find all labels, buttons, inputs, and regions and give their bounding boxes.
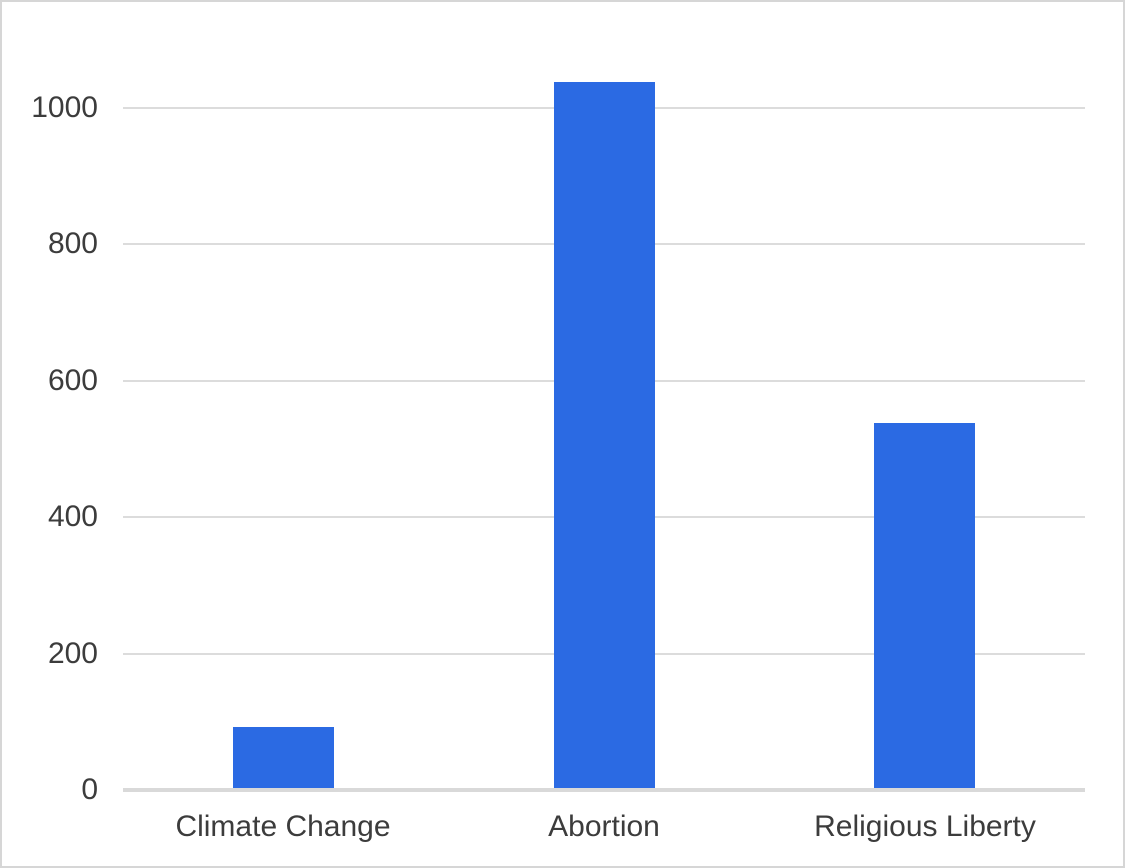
x-axis-category-label: Religious Liberty — [814, 810, 1036, 843]
bar-religious-liberty[interactable] — [874, 423, 975, 788]
y-axis-tick-label: 400 — [47, 500, 98, 533]
y-axis-tick-label: 1000 — [31, 91, 98, 124]
x-axis-category-label: Climate Change — [175, 810, 391, 843]
y-axis-tick-label: 800 — [47, 227, 98, 260]
y-axis-tick-label: 0 — [81, 773, 98, 806]
y-axis-tick-label: 600 — [47, 364, 98, 397]
bar-climate-change[interactable] — [233, 727, 334, 788]
y-axis-tick-label: 200 — [47, 637, 98, 670]
bar-abortion[interactable] — [554, 82, 655, 788]
x-axis-line — [123, 788, 1085, 792]
x-axis-category-label: Abortion — [548, 810, 660, 843]
